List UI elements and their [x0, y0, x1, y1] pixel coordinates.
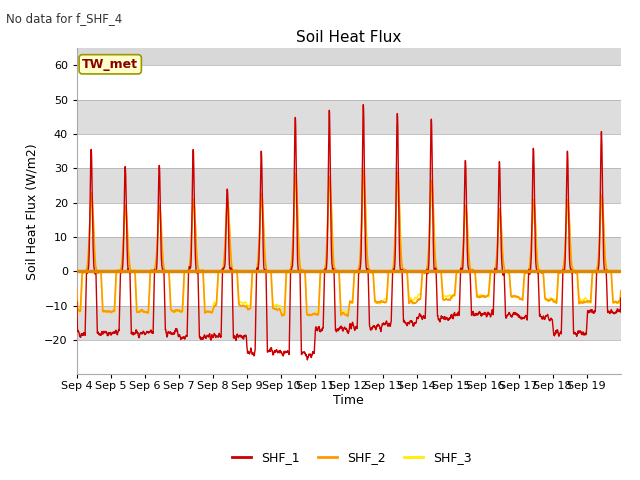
Bar: [77, 134, 621, 168]
Bar: [77, 306, 621, 340]
Title: Soil Heat Flux: Soil Heat Flux: [296, 30, 401, 46]
X-axis label: Time: Time: [333, 394, 364, 407]
Bar: [77, 65, 621, 99]
Text: No data for f_SHF_4: No data for f_SHF_4: [6, 12, 123, 25]
Bar: [77, 340, 621, 374]
Legend: SHF_1, SHF_2, SHF_3: SHF_1, SHF_2, SHF_3: [227, 446, 477, 469]
Bar: [77, 99, 621, 134]
Bar: [77, 168, 621, 203]
Text: TW_met: TW_met: [82, 58, 138, 71]
Bar: [77, 271, 621, 306]
Y-axis label: Soil Heat Flux (W/m2): Soil Heat Flux (W/m2): [26, 143, 38, 279]
Bar: [77, 203, 621, 237]
Bar: [77, 237, 621, 271]
